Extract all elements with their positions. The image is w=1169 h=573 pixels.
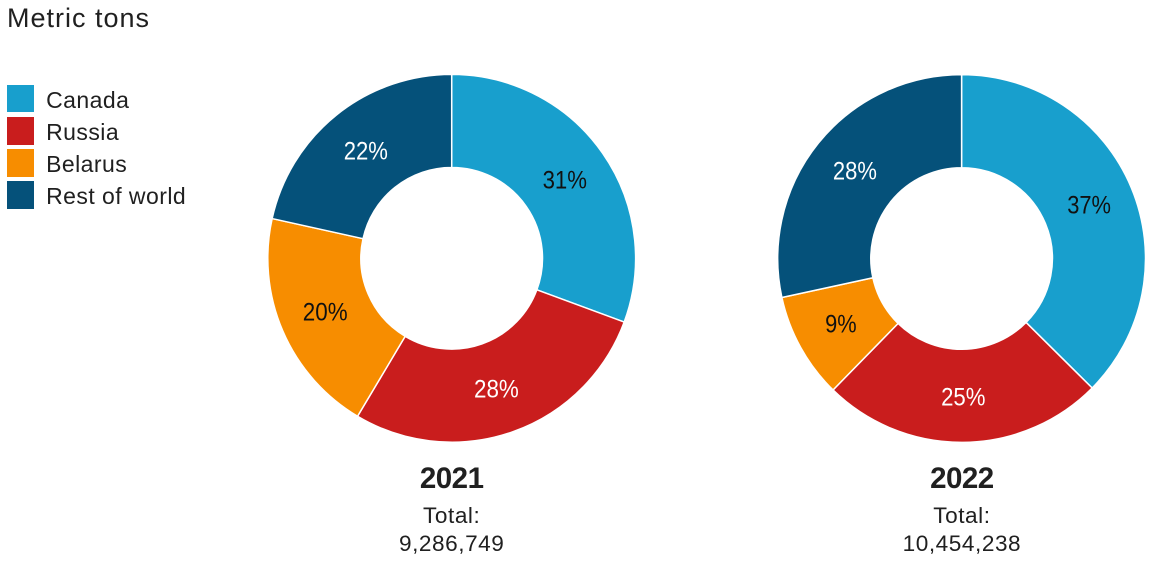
svg-text:9%: 9% <box>825 311 857 339</box>
svg-text:28%: 28% <box>833 158 877 186</box>
svg-text:20%: 20% <box>303 298 348 326</box>
svg-text:37%: 37% <box>1067 191 1111 219</box>
svg-text:28%: 28% <box>474 375 519 403</box>
svg-text:22%: 22% <box>344 137 388 165</box>
svg-text:31%: 31% <box>543 167 587 195</box>
svg-text:25%: 25% <box>941 383 985 411</box>
